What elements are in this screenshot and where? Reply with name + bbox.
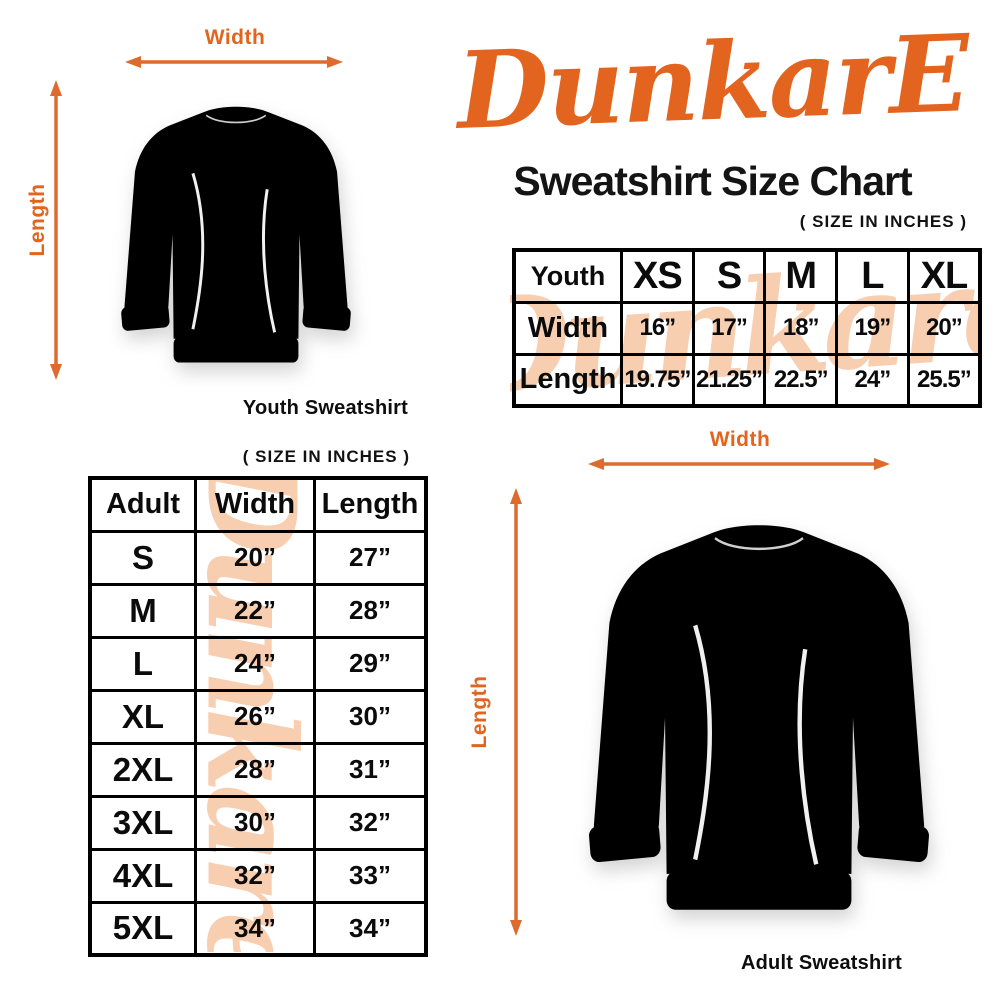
row-label-cell: Width: [512, 300, 623, 356]
adult-sweatshirt-image: [528, 470, 990, 948]
header-cell: S: [691, 248, 767, 304]
table-row: Adult Width Length: [88, 476, 428, 533]
adult-caption: Adult Sweatshirt: [741, 952, 902, 974]
value-cell: 34”: [313, 900, 428, 957]
row-label-cell: 4XL: [88, 847, 197, 904]
table-row: Length 19.75” 21.25” 22.5” 24” 25.5”: [512, 352, 982, 408]
value-cell: 32”: [313, 794, 428, 851]
value-cell: 26”: [194, 688, 316, 745]
header-cell: M: [763, 248, 839, 304]
header-cell: Adult: [88, 476, 197, 533]
value-cell: 20”: [906, 300, 982, 356]
value-cell: 20”: [194, 529, 316, 586]
row-label-cell: L: [88, 635, 197, 692]
page-title: Sweatshirt Size Chart: [513, 158, 912, 204]
youth-size-table: Youth XS S M L XL Width 16” 17” 18” 19” …: [512, 248, 982, 408]
header-cell: Youth: [512, 248, 623, 304]
brand-logo: DunkarE: [454, 10, 970, 153]
adult-width-label: Width: [709, 428, 771, 451]
value-cell: 28”: [313, 582, 428, 639]
table-row: L 24” 29”: [88, 635, 428, 692]
youth-size-note: ( SIZE IN INCHES ): [799, 212, 967, 231]
adult-size-note: ( SIZE IN INCHES ): [242, 447, 410, 466]
table-row: 5XL 34” 34”: [88, 900, 428, 957]
header-cell: Length: [313, 476, 428, 533]
adult-length-arrow-icon: [510, 488, 522, 936]
table-row: 3XL 30” 32”: [88, 794, 428, 851]
youth-width-label: Width: [204, 26, 266, 49]
value-cell: 33”: [313, 847, 428, 904]
value-cell: 25.5”: [906, 352, 982, 408]
youth-length-arrow-icon: [50, 80, 62, 380]
row-label-cell: Length: [512, 352, 623, 408]
table-row: 4XL 32” 33”: [88, 847, 428, 904]
table-row: S 20” 27”: [88, 529, 428, 586]
table-row: XL 26” 30”: [88, 688, 428, 745]
row-label-cell: M: [88, 582, 197, 639]
value-cell: 30”: [194, 794, 316, 851]
value-cell: 28”: [194, 741, 316, 798]
youth-sweatshirt-image: [119, 105, 353, 365]
header-cell: XS: [620, 248, 695, 304]
header-cell: XL: [906, 248, 982, 304]
value-cell: 34”: [194, 900, 316, 957]
header-cell: Width: [194, 476, 316, 533]
row-label-cell: 3XL: [88, 794, 197, 851]
row-label-cell: S: [88, 529, 197, 586]
adult-length-label: Length: [468, 675, 491, 749]
value-cell: 17”: [691, 300, 767, 356]
youth-length-label: Length: [26, 183, 49, 257]
value-cell: 24”: [194, 635, 316, 692]
value-cell: 31”: [313, 741, 428, 798]
table-row: Youth XS S M L XL: [512, 248, 982, 304]
row-label-cell: 2XL: [88, 741, 197, 798]
adult-width-arrow-icon: [588, 458, 890, 470]
value-cell: 24”: [835, 352, 910, 408]
value-cell: 29”: [313, 635, 428, 692]
value-cell: 19”: [835, 300, 910, 356]
table-row: M 22” 28”: [88, 582, 428, 639]
value-cell: 27”: [313, 529, 428, 586]
value-cell: 21.25”: [691, 352, 767, 408]
adult-size-table: Adult Width Length S 20” 27” M 22” 28” L…: [88, 476, 428, 957]
value-cell: 22.5”: [763, 352, 839, 408]
header-cell: L: [835, 248, 910, 304]
youth-width-arrow-icon: [125, 56, 343, 68]
table-row: Width 16” 17” 18” 19” 20”: [512, 300, 982, 356]
row-label-cell: XL: [88, 688, 197, 745]
row-label-cell: 5XL: [88, 900, 197, 957]
youth-caption: Youth Sweatshirt: [242, 397, 408, 419]
value-cell: 16”: [620, 300, 695, 356]
table-row: 2XL 28” 31”: [88, 741, 428, 798]
value-cell: 32”: [194, 847, 316, 904]
value-cell: 18”: [763, 300, 839, 356]
value-cell: 22”: [194, 582, 316, 639]
value-cell: 30”: [313, 688, 428, 745]
value-cell: 19.75”: [620, 352, 695, 408]
